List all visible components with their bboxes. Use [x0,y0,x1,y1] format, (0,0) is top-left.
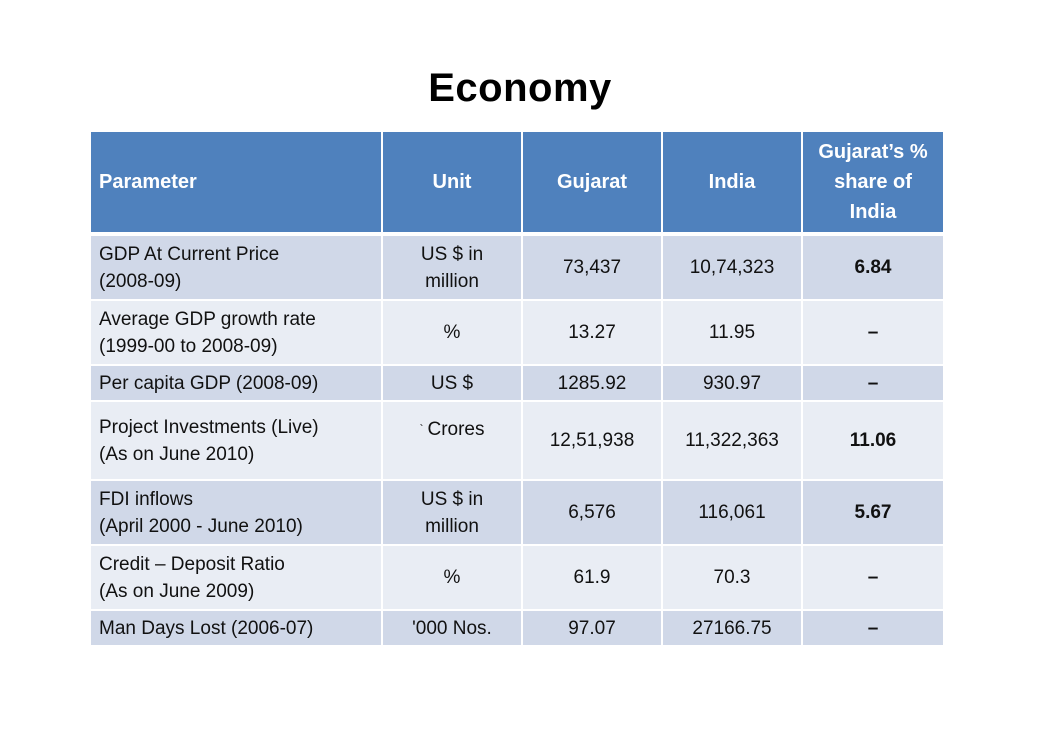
parameter-cell: Per capita GDP (2008-09) [91,365,383,402]
parameter-line: Credit – Deposit Ratio [99,553,285,575]
unit-line: million [425,270,479,292]
parameter-cell: Project Investments (Live) (As on June 2… [91,401,383,481]
parameter-line: (As on June 2009) [99,580,255,602]
india-cell: 70.3 [662,545,803,611]
parameter-line: FDI inflows [99,488,193,510]
unit-line: Crores [427,419,485,440]
unit-cell: ` Crores [382,401,523,481]
gujarat-cell: 13.27 [522,300,663,366]
parameter-line: Average GDP growth rate [99,308,316,330]
unit-line: US $ in [420,243,484,265]
india-cell: 11,322,363 [662,401,803,481]
table-header-row: Parameter Unit Gujarat India Gujarat’s %… [91,132,943,236]
header-parameter: Parameter [91,132,383,236]
unit-line: million [425,515,479,537]
share-cell: 6.84 [802,234,943,301]
table-row: Average GDP growth rate (1999-00 to 2008… [91,300,943,366]
share-cell: – [802,610,943,647]
header-unit: Unit [382,132,523,236]
parameter-line: (2008-09) [99,270,182,292]
slide-title: Economy [428,66,612,110]
header-share: Gujarat’s % share of India [802,132,943,236]
unit-line: US $ in [420,488,484,510]
parameter-cell: Average GDP growth rate (1999-00 to 2008… [91,300,383,366]
unit-cell: US $ in million [382,480,523,546]
india-cell: 116,061 [662,480,803,546]
table-row: Man Days Lost (2006-07) '000 Nos. 97.07 … [91,610,943,647]
india-cell: 930.97 [662,365,803,402]
gujarat-cell: 61.9 [522,545,663,611]
unit-cell: % [382,545,523,611]
parameter-cell: Man Days Lost (2006-07) [91,610,383,647]
header-gujarat: Gujarat [522,132,663,236]
gujarat-cell: 12,51,938 [522,401,663,481]
parameter-line: GDP At Current Price [99,243,280,265]
india-cell: 10,74,323 [662,234,803,301]
gujarat-cell: 6,576 [522,480,663,546]
table-row: Per capita GDP (2008-09) US $ 1285.92 93… [91,365,943,402]
parameter-line: (April 2000 - June 2010) [99,515,303,537]
parameter-line: (1999-00 to 2008-09) [99,335,278,357]
share-cell: 5.67 [802,480,943,546]
economy-table: Parameter Unit Gujarat India Gujarat’s %… [91,132,943,647]
table-row: Credit – Deposit Ratio (As on June 2009)… [91,545,943,611]
india-cell: 27166.75 [662,610,803,647]
parameter-cell: Credit – Deposit Ratio (As on June 2009) [91,545,383,611]
unit-cell: US $ in million [382,234,523,301]
unit-cell: US $ [382,365,523,402]
table-row: GDP At Current Price (2008-09) US $ in m… [91,234,943,301]
table-row: FDI inflows (April 2000 - June 2010) US … [91,480,943,546]
share-cell: – [802,365,943,402]
share-cell: – [802,545,943,611]
parameter-line: (As on June 2010) [99,443,255,465]
gujarat-cell: 1285.92 [522,365,663,402]
unit-cell: % [382,300,523,366]
india-cell: 11.95 [662,300,803,366]
header-india: India [662,132,803,236]
table-row: Project Investments (Live) (As on June 2… [91,401,943,481]
unit-cell: '000 Nos. [382,610,523,647]
parameter-cell: GDP At Current Price (2008-09) [91,234,383,301]
parameter-line: Project Investments (Live) [99,416,319,438]
rupee-symbol: ` [419,422,424,436]
gujarat-cell: 73,437 [522,234,663,301]
gujarat-cell: 97.07 [522,610,663,647]
share-cell: – [802,300,943,366]
parameter-cell: FDI inflows (April 2000 - June 2010) [91,480,383,546]
share-cell: 11.06 [802,401,943,481]
